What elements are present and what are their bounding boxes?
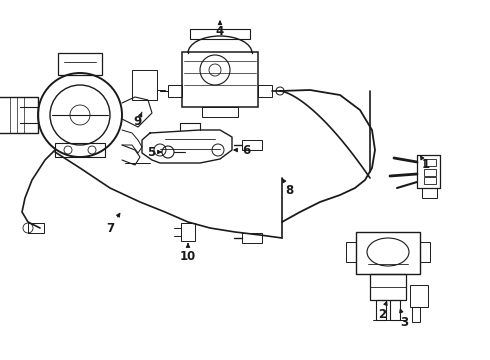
Bar: [0, 97, 38, 133]
Text: 1: 1: [420, 156, 430, 171]
Text: 3: 3: [400, 309, 408, 328]
Bar: [390, 300, 400, 320]
Bar: [424, 177, 436, 184]
Bar: [58, 53, 102, 75]
Bar: [28, 223, 44, 233]
Text: 10: 10: [180, 244, 196, 263]
Text: 7: 7: [106, 213, 120, 235]
Text: 8: 8: [282, 178, 293, 197]
Bar: [370, 274, 406, 300]
Bar: [422, 188, 437, 198]
Bar: [190, 29, 250, 39]
Text: 5: 5: [147, 145, 161, 158]
Bar: [346, 242, 356, 262]
Bar: [168, 85, 182, 97]
Bar: [181, 223, 195, 241]
Bar: [182, 52, 258, 107]
Bar: [420, 242, 430, 262]
Bar: [376, 300, 386, 320]
Bar: [412, 307, 420, 322]
Bar: [356, 232, 420, 274]
Bar: [424, 169, 436, 176]
Text: 6: 6: [234, 144, 250, 157]
Bar: [132, 70, 157, 100]
Bar: [424, 159, 436, 166]
Text: 9: 9: [134, 112, 142, 128]
Bar: [55, 143, 105, 157]
Bar: [242, 140, 262, 150]
Text: 2: 2: [378, 302, 387, 321]
Bar: [242, 233, 262, 243]
Bar: [202, 107, 238, 117]
Text: 4: 4: [216, 21, 224, 38]
Bar: [410, 285, 428, 307]
Bar: [258, 85, 272, 97]
